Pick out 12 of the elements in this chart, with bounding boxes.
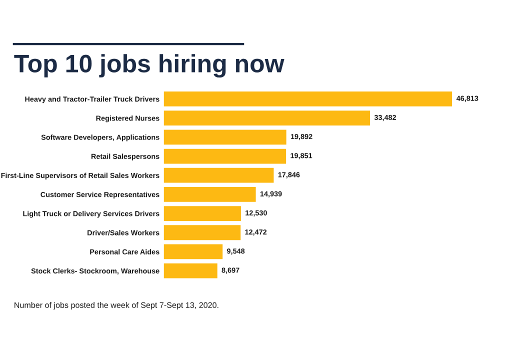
bar: [164, 130, 286, 145]
chart-title: Top 10 jobs hiring now: [14, 54, 284, 78]
bar: [164, 187, 256, 202]
bar: [164, 206, 241, 221]
bar: [164, 263, 218, 278]
bar: [164, 168, 274, 183]
bar: [164, 225, 241, 240]
bar: [164, 244, 223, 260]
text: Number of jobs posted the week of Sept 7-Sept 13, 2020.: [14, 302, 218, 310]
bar: [164, 110, 370, 126]
bar: [164, 148, 286, 164]
bar: [164, 92, 452, 106]
